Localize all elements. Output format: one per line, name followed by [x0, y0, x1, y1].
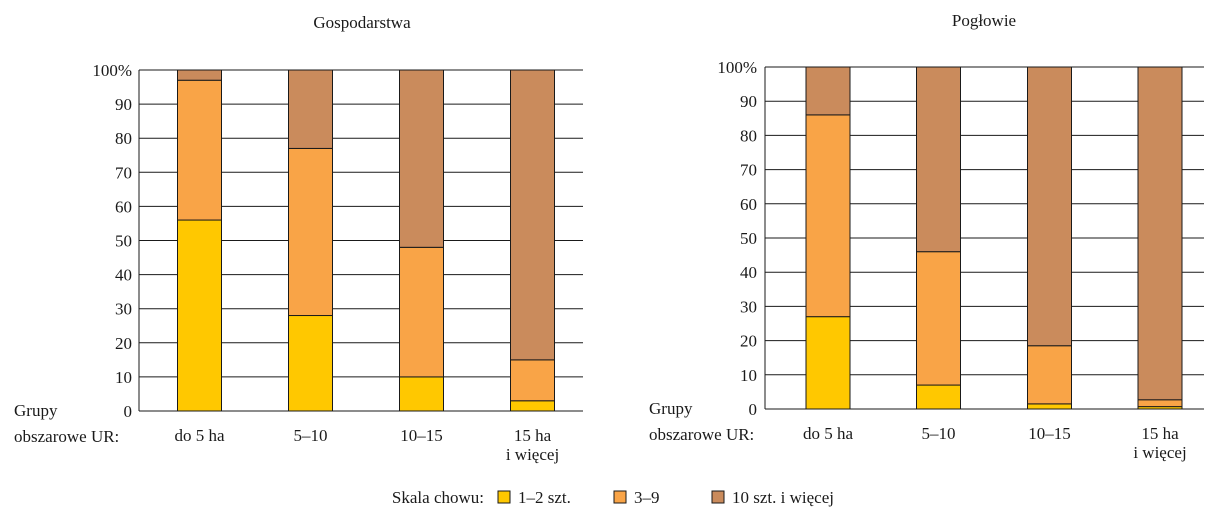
- y-tick-label: 70: [115, 163, 132, 182]
- legend-swatch: [497, 490, 511, 504]
- bar-segment: [805, 114, 851, 318]
- x-tick-label: i więcej: [506, 445, 559, 464]
- legend-item-label: 3–9: [634, 488, 660, 507]
- bar-segment: [1027, 66, 1072, 347]
- chart-gospodarstwa: Gospodarstwa 0 10 20 30 40 50 60 70 80 90 100% do 5 …: [14, 13, 583, 464]
- bar-segment: [805, 316, 851, 410]
- legend: Skala chowu: 1–2 szt. 3–9 10 szt. i więcej: [392, 488, 834, 507]
- x-axis-caption: obszarowe UR:: [649, 425, 754, 444]
- bar-segment: [399, 376, 444, 412]
- y-tick-label: 50: [740, 229, 757, 248]
- x-tick-label: 15 ha: [514, 426, 552, 445]
- bar-segment: [177, 219, 222, 412]
- x-axis-caption: Grupy: [649, 399, 693, 418]
- bar-segment: [288, 315, 333, 412]
- y-tick-label: 50: [115, 232, 132, 251]
- bar-segment: [1027, 403, 1072, 410]
- x-tick-label: do 5 ha: [803, 424, 854, 443]
- bar-segment: [510, 69, 555, 361]
- y-tick-label: 40: [115, 266, 132, 285]
- y-tick-label: 0: [749, 400, 758, 419]
- legend-swatch: [613, 490, 627, 504]
- x-tick-label: i więcej: [1133, 443, 1186, 462]
- bar-segment: [510, 359, 555, 402]
- bar-segment: [399, 246, 444, 378]
- bar-segment: [916, 66, 961, 253]
- bar-segment: [916, 251, 961, 386]
- y-tick-label: 80: [115, 129, 132, 148]
- y-tick-label: 40: [740, 263, 757, 282]
- x-tick-label: 15 ha: [1141, 424, 1179, 443]
- bar-segment: [288, 147, 333, 317]
- y-tick-label: 30: [740, 297, 757, 316]
- y-tick-label: 30: [115, 300, 132, 319]
- x-tick-label: do 5 ha: [174, 426, 225, 445]
- legend-item-label: 1–2 szt.: [518, 488, 571, 507]
- bar-segment: [510, 400, 555, 412]
- y-tick-label: 90: [115, 95, 132, 114]
- bar-segment: [1137, 66, 1183, 401]
- legend-item-label: 10 szt. i więcej: [732, 488, 834, 507]
- y-tick-label: 10: [740, 366, 757, 385]
- y-tick-label: 60: [740, 195, 757, 214]
- y-tick-label: 60: [115, 197, 132, 216]
- y-tick-label: 70: [740, 161, 757, 180]
- chart-title: Gospodarstwa: [313, 13, 411, 32]
- y-tick-label: 90: [740, 92, 757, 111]
- y-tick-label: 0: [124, 402, 133, 421]
- bar-segment: [177, 69, 222, 81]
- bar-segment: [1027, 345, 1072, 405]
- bar-segment: [288, 69, 333, 149]
- y-tick-label: 100%: [717, 58, 757, 77]
- x-axis-caption: Grupy: [14, 401, 58, 420]
- bar-segment: [1137, 399, 1183, 408]
- bar-segment: [177, 79, 222, 221]
- legend-label: Skala chowu:: [392, 488, 484, 507]
- y-tick-label: 20: [740, 332, 757, 351]
- x-tick-label: 10–15: [1028, 424, 1071, 443]
- x-tick-label: 5–10: [294, 426, 328, 445]
- bar-segment: [399, 69, 444, 248]
- y-tick-label: 20: [115, 334, 132, 353]
- y-tick-label: 10: [115, 368, 132, 387]
- bar-segment: [805, 66, 851, 116]
- y-tick-label: 100%: [92, 61, 132, 80]
- legend-swatch: [711, 490, 725, 504]
- x-axis-caption: obszarowe UR:: [14, 427, 119, 446]
- x-tick-label: 5–10: [922, 424, 956, 443]
- bar-segment: [916, 384, 961, 410]
- chart-poglowie: Pogłowie 0 10 20 30 40 50 60 70 80 90 100% do 5 ha 5–…: [649, 11, 1204, 462]
- y-tick-label: 80: [740, 126, 757, 145]
- x-tick-label: 10–15: [400, 426, 443, 445]
- chart-title: Pogłowie: [952, 11, 1016, 30]
